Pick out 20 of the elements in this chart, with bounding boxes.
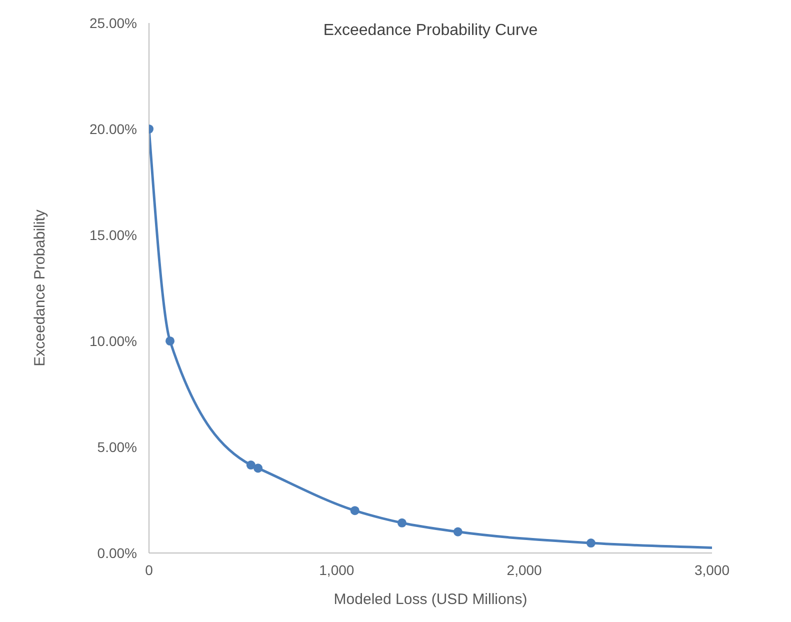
y-tick-label: 10.00% xyxy=(90,332,137,349)
point xyxy=(350,506,360,516)
x-tick-label: 2,000 xyxy=(506,562,542,578)
point xyxy=(254,464,263,473)
x-axis-title: Modeled Loss (USD Millions) xyxy=(334,591,528,608)
x-tick-label: 1,000 xyxy=(319,562,354,578)
chart-title: Exceedance Probability Curve xyxy=(322,22,539,40)
point xyxy=(397,518,406,528)
x-tick-label: 0 xyxy=(145,562,154,578)
point xyxy=(166,336,175,346)
point xyxy=(246,460,256,470)
y-axis-title: Exceedance Probability xyxy=(31,209,48,366)
x-tick-label: 3,000 xyxy=(694,562,730,578)
y-tick-label: 15.00% xyxy=(90,226,137,243)
y-tick-label: 0.00% xyxy=(97,544,137,561)
y-tick-label: 5.00% xyxy=(97,438,137,455)
point xyxy=(586,538,596,548)
point xyxy=(453,527,462,536)
y-tick-label: 25.00% xyxy=(90,14,137,31)
y-tick-label: 20.00% xyxy=(90,120,137,137)
